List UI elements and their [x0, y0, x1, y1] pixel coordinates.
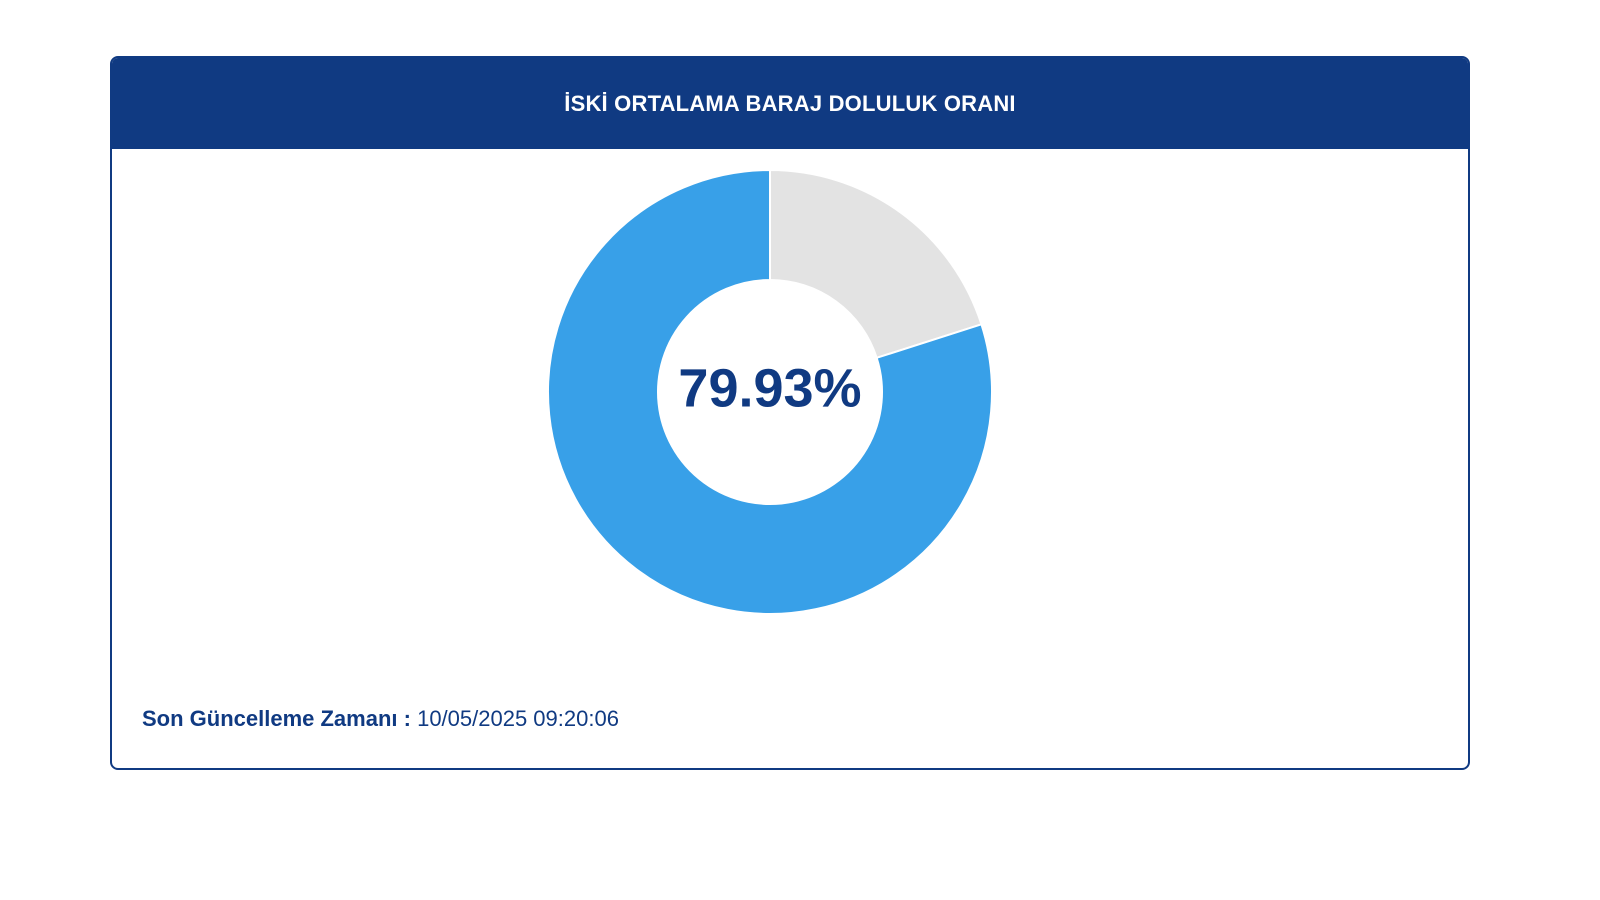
donut-chart-area: 79.93% — [112, 149, 1468, 669]
donut-slice-filled — [547, 168, 993, 615]
donut-chart: 79.93% — [547, 168, 993, 615]
donut-center-value: 79.93% — [678, 358, 861, 418]
donut-slices — [547, 168, 993, 615]
donut-slice-empty — [769, 168, 983, 360]
last-update-label: Son Güncelleme Zamanı : — [142, 706, 411, 731]
last-update-value: 10/05/2025 09:20:06 — [417, 706, 619, 731]
card-title: İSKİ ORTALAMA BARAJ DOLULUK ORANI — [564, 90, 1016, 116]
card-header: İSKİ ORTALAMA BARAJ DOLULUK ORANI — [112, 58, 1468, 149]
last-update: Son Güncelleme Zamanı : 10/05/2025 09:20… — [142, 706, 619, 732]
dam-occupancy-card: İSKİ ORTALAMA BARAJ DOLULUK ORANI 79.93%… — [110, 56, 1470, 770]
